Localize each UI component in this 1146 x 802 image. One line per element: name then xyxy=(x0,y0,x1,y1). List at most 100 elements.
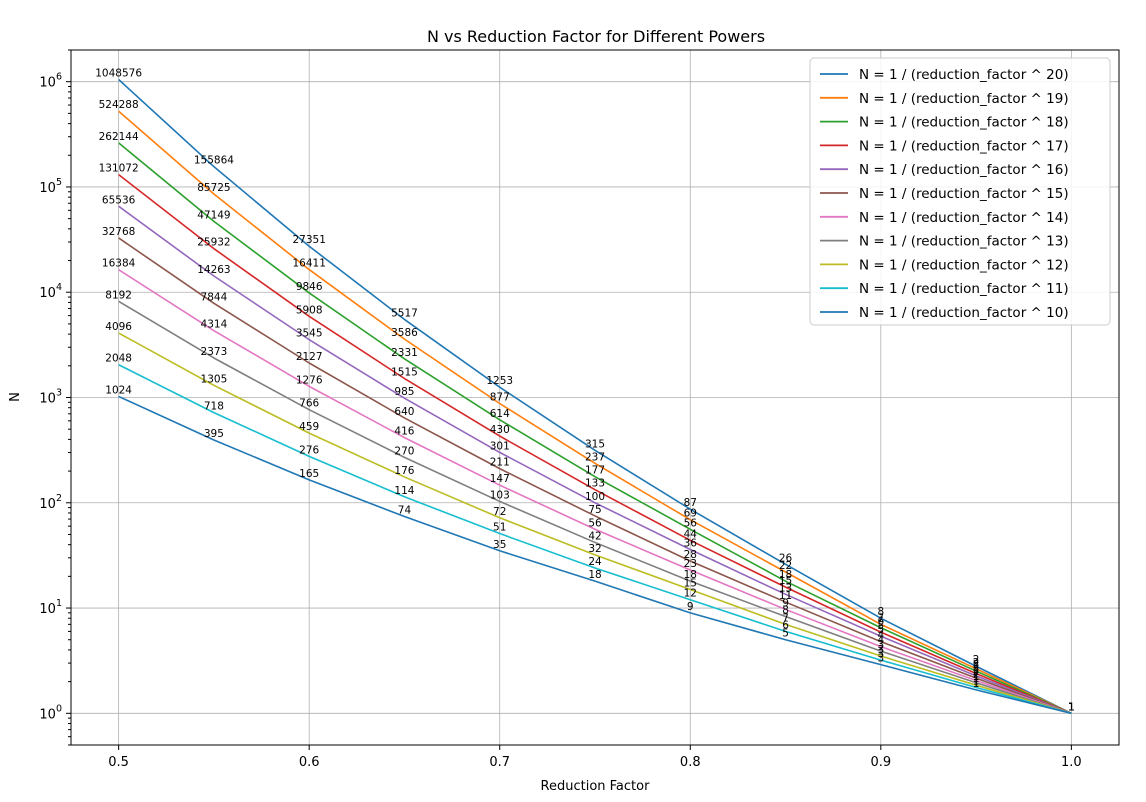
data-label: 6 xyxy=(877,616,884,628)
legend-entry: N = 1 / (reduction_factor ^ 19) xyxy=(859,91,1069,107)
data-label: 44 xyxy=(684,528,698,540)
data-label: 27351 xyxy=(292,234,325,246)
data-label: 430 xyxy=(490,424,510,436)
data-label: 72 xyxy=(493,506,506,518)
data-label: 13 xyxy=(779,582,792,594)
data-label: 155864 xyxy=(194,155,234,167)
data-label: 42 xyxy=(588,530,601,542)
data-label: 2331 xyxy=(391,347,418,359)
legend-entry: N = 1 / (reduction_factor ^ 10) xyxy=(859,305,1069,321)
data-label: 1 xyxy=(1068,701,1075,713)
x-tick-label: 1.0 xyxy=(1061,755,1082,770)
data-label: 1 xyxy=(1068,701,1075,713)
legend-entry: N = 1 / (reduction_factor ^ 13) xyxy=(859,234,1069,250)
data-label: 4314 xyxy=(201,319,228,331)
data-label: 26 xyxy=(779,552,793,564)
data-label: 3545 xyxy=(296,328,323,340)
series-lines xyxy=(118,78,1072,715)
data-label: 36 xyxy=(684,537,698,549)
legend-entry: N = 1 / (reduction_factor ^ 20) xyxy=(859,67,1069,83)
data-label: 4 xyxy=(877,630,884,642)
data-label: 1305 xyxy=(201,373,228,385)
data-label: 1024 xyxy=(105,384,132,396)
data-label: 18 xyxy=(588,569,601,581)
data-label: 3 xyxy=(877,644,884,656)
data-label: 1 xyxy=(1068,701,1075,713)
data-label: 1 xyxy=(1068,701,1075,713)
data-label: 32 xyxy=(588,543,601,555)
data-label: 5517 xyxy=(391,307,418,319)
legend-entry: N = 1 / (reduction_factor ^ 15) xyxy=(859,186,1069,202)
data-label: 22 xyxy=(779,560,792,572)
legend-entry: N = 1 / (reduction_factor ^ 12) xyxy=(859,257,1069,273)
data-label: 395 xyxy=(204,428,224,440)
data-label: 75 xyxy=(588,504,601,516)
data-label: 237 xyxy=(585,451,605,463)
y-tick-label: 106 xyxy=(39,72,62,91)
data-label: 69 xyxy=(684,508,697,520)
data-label: 9 xyxy=(687,601,694,613)
data-label: 25932 xyxy=(197,237,230,249)
data-label: 100 xyxy=(585,491,605,503)
legend-entry: N = 1 / (reduction_factor ^ 14) xyxy=(859,210,1069,226)
data-label: 614 xyxy=(490,408,510,420)
data-label: 32768 xyxy=(102,226,135,238)
data-label: 2 xyxy=(973,659,980,671)
y-tick-label: 100 xyxy=(39,703,62,722)
data-label: 177 xyxy=(585,465,605,477)
series-line xyxy=(118,78,1072,715)
data-label: 15 xyxy=(779,575,792,587)
data-label: 1 xyxy=(973,675,980,687)
data-label: 262144 xyxy=(99,131,139,143)
data-label: 3 xyxy=(877,653,884,665)
data-label: 24 xyxy=(588,556,602,568)
data-label: 2 xyxy=(973,661,980,673)
series-line xyxy=(118,364,1072,715)
legend-entry: N = 1 / (reduction_factor ^ 11) xyxy=(859,281,1069,297)
data-label: 1 xyxy=(973,673,980,685)
series-line xyxy=(118,110,1072,715)
data-label: 1 xyxy=(1068,701,1075,713)
data-label: 8 xyxy=(782,605,789,617)
legend-entry: N = 1 / (reduction_factor ^ 17) xyxy=(859,138,1069,154)
y-axis-ticks: 100 101 102 103 104 105 106 xyxy=(39,49,71,746)
data-label: 2 xyxy=(973,668,980,680)
data-label: 766 xyxy=(299,398,319,410)
data-label: 65536 xyxy=(102,194,136,206)
data-label: 11 xyxy=(779,590,792,602)
data-label: 9 xyxy=(782,597,789,609)
x-tick-label: 0.8 xyxy=(680,755,701,770)
data-label: 5 xyxy=(782,628,789,640)
data-label: 985 xyxy=(394,386,414,398)
data-label: 5 xyxy=(877,624,884,636)
data-label: 15 xyxy=(684,578,697,590)
data-label: 3 xyxy=(877,648,884,660)
series-line xyxy=(118,332,1072,715)
data-label: 4096 xyxy=(105,321,132,333)
data-label: 16384 xyxy=(102,258,136,270)
y-tick-label: 102 xyxy=(39,493,62,512)
data-label: 23 xyxy=(684,558,697,570)
data-label: 14263 xyxy=(197,264,230,276)
data-label: 2 xyxy=(973,657,980,669)
data-label: 56 xyxy=(588,517,602,529)
data-label: 18 xyxy=(684,569,697,581)
x-tick-label: 0.7 xyxy=(489,755,510,770)
y-axis-label: N xyxy=(8,392,23,402)
data-label: 51 xyxy=(493,522,506,534)
series-line xyxy=(118,300,1072,715)
chart-title: N vs Reduction Factor for Different Powe… xyxy=(427,27,765,46)
data-label: 718 xyxy=(204,401,224,413)
data-label: 74 xyxy=(398,505,412,517)
data-label: 165 xyxy=(299,468,319,480)
data-label: 47149 xyxy=(197,209,230,221)
data-label: 16411 xyxy=(292,258,325,270)
data-label: 8 xyxy=(877,606,884,618)
data-label: 7 xyxy=(782,612,789,624)
data-label: 1 xyxy=(1068,701,1075,713)
data-label: 3586 xyxy=(391,327,418,339)
data-label: 2373 xyxy=(201,346,228,358)
series-line xyxy=(118,173,1072,715)
data-label: 2 xyxy=(973,666,980,678)
